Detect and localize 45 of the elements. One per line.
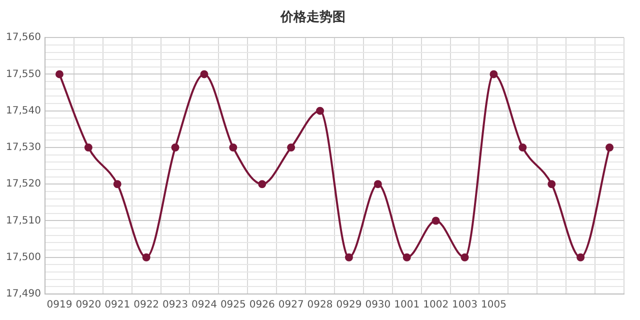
- x-tick-label: 1005: [480, 300, 506, 311]
- x-tick-label: 1003: [452, 300, 478, 311]
- x-tick-label: 0926: [249, 300, 275, 311]
- x-tick-label: 0929: [336, 300, 362, 311]
- x-tick-label: 0922: [134, 300, 160, 311]
- x-tick-label: 0921: [104, 300, 130, 311]
- point: [374, 180, 382, 188]
- point: [316, 106, 324, 115]
- y-tick-label: 17,560: [6, 32, 41, 44]
- point: [402, 253, 411, 262]
- y-tick-label: 17,500: [6, 252, 41, 263]
- point: [432, 216, 440, 225]
- chart-title: 价格走势图: [280, 9, 346, 26]
- point: [258, 180, 266, 188]
- point: [142, 253, 150, 262]
- y-tick-label: 17,490: [6, 288, 41, 300]
- x-tick-label: 0925: [220, 300, 246, 311]
- x-tick-label: 1001: [394, 300, 420, 311]
- y-tick-label: 17,540: [6, 105, 41, 116]
- x-tick-label: 1002: [423, 300, 449, 311]
- point: [55, 70, 64, 78]
- y-tick-label: 17,510: [6, 215, 41, 226]
- x-tick-label: 0924: [191, 300, 217, 311]
- point: [490, 70, 498, 78]
- point: [518, 143, 527, 152]
- point: [84, 143, 92, 152]
- point: [548, 180, 556, 188]
- x-tick-label: 0928: [307, 300, 333, 311]
- point: [344, 253, 353, 262]
- point: [606, 143, 614, 152]
- point: [460, 253, 469, 262]
- point: [229, 143, 238, 152]
- y-tick-label: 17,550: [6, 68, 41, 80]
- x-tick-label: 0923: [162, 300, 188, 311]
- y-tick-label: 17,520: [6, 178, 41, 190]
- x-tick-label: 0927: [278, 300, 304, 311]
- point: [287, 143, 296, 152]
- point: [171, 143, 180, 152]
- x-tick-label: 0920: [76, 300, 102, 311]
- x-tick-label: 0930: [365, 300, 391, 311]
- y-tick-label: 17,530: [6, 142, 41, 154]
- point: [113, 180, 122, 188]
- point: [200, 70, 208, 78]
- point: [576, 253, 585, 262]
- x-tick-label: 0919: [46, 300, 72, 311]
